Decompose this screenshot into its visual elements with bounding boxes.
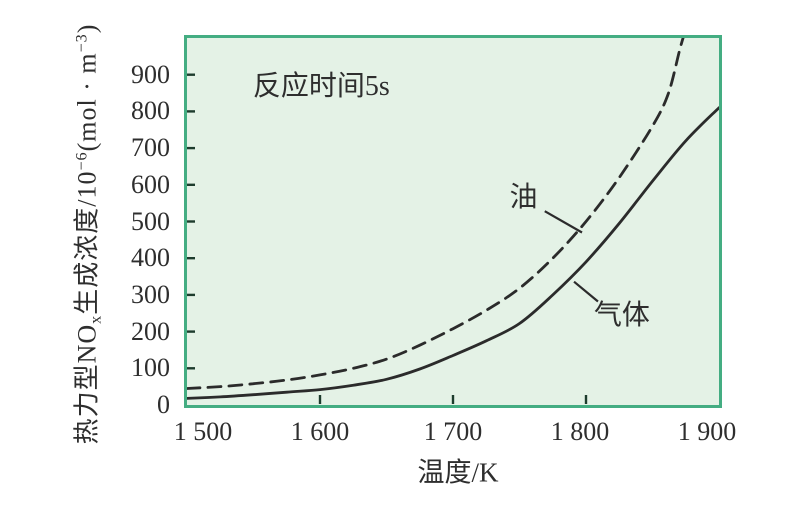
y-tick-label: 200 — [131, 316, 170, 346]
y-tick-label: 0 — [157, 390, 170, 419]
annotation-oil: 油 — [509, 182, 538, 214]
plot-svg — [184, 35, 722, 408]
leader-line-gas — [573, 280, 599, 303]
y-tick-label: 900 — [131, 59, 170, 89]
y-tick-label: 300 — [131, 279, 170, 309]
y-tick-label: 100 — [131, 353, 170, 383]
x-axis-title: 温度/K — [417, 457, 499, 488]
x-tick-label: 1 700 — [423, 417, 483, 446]
x-tick-label: 1 800 — [550, 417, 610, 446]
y-tick-label: 400 — [131, 243, 170, 273]
curve-oil — [185, 35, 686, 390]
plot-background — [184, 35, 722, 408]
x-tick-label: 1 500 — [173, 417, 233, 446]
plot-area: 反应时间5s 油气体 — [184, 35, 722, 408]
curve-gas — [185, 106, 721, 400]
y-tick-label: 600 — [131, 169, 170, 199]
leader-line-oil — [544, 210, 583, 234]
annotation-reaction-time: 反应时间5s — [252, 70, 390, 102]
annotation-gas: 气体 — [593, 299, 650, 331]
y-tick-label: 500 — [131, 206, 170, 236]
x-tick-label: 1 900 — [677, 417, 737, 446]
plot-border — [184, 35, 722, 408]
y-tick-label: 800 — [131, 96, 170, 126]
y-tick-label: 700 — [131, 133, 170, 163]
x-tick-label: 1 600 — [290, 417, 350, 446]
